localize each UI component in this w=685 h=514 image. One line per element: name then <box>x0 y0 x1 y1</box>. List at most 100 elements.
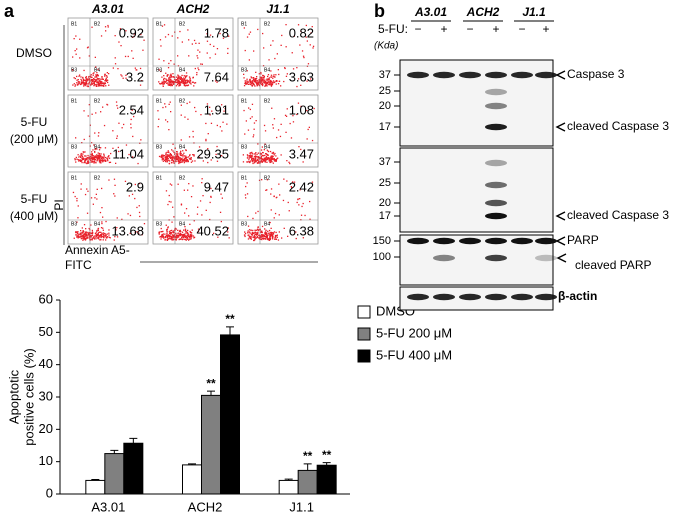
event-dot <box>250 229 252 231</box>
event-dot <box>186 158 188 161</box>
event-dot <box>197 230 200 233</box>
plot-frame <box>67 17 149 91</box>
event-dot <box>187 233 189 236</box>
event-dot <box>270 155 272 157</box>
event-dot <box>94 80 96 83</box>
event-dot <box>254 158 256 160</box>
event-dot <box>191 229 193 231</box>
label-arrow <box>555 211 566 221</box>
event-dot <box>191 81 193 83</box>
bar <box>104 453 125 495</box>
event-dot <box>267 239 269 241</box>
event-dot <box>175 157 178 159</box>
event-dot <box>270 70 272 72</box>
event-dot <box>101 222 103 225</box>
event-dot <box>95 193 97 195</box>
event-dot <box>93 157 95 159</box>
event-dot <box>264 143 266 145</box>
quadrant-label: B2 <box>264 98 270 104</box>
event-dot <box>242 161 245 163</box>
event-dot <box>249 78 251 80</box>
event-dot <box>285 24 287 26</box>
event-dot <box>105 77 107 79</box>
event-dot <box>271 155 273 157</box>
event-dot <box>185 155 187 157</box>
event-dot <box>185 149 187 151</box>
event-dot <box>251 82 253 84</box>
event-dot <box>118 150 120 153</box>
event-dot <box>193 236 196 238</box>
event-dot <box>180 153 182 155</box>
event-dot <box>261 238 263 241</box>
event-dot <box>74 195 76 198</box>
event-dot <box>96 148 98 150</box>
event-dot <box>207 133 209 135</box>
event-dot <box>104 147 107 149</box>
event-dot <box>297 102 300 104</box>
event-dot <box>79 74 81 76</box>
event-dot <box>243 73 245 75</box>
event-dot <box>98 234 100 237</box>
event-dot <box>244 49 246 52</box>
event-dot <box>186 75 188 77</box>
event-dot <box>264 81 266 83</box>
event-dot <box>258 229 260 231</box>
event-dot <box>255 81 257 83</box>
event-dot <box>141 234 143 236</box>
quadrant-label: B4 <box>264 221 270 227</box>
event-dot <box>251 231 253 234</box>
event-dot <box>84 84 86 87</box>
event-dot <box>93 162 95 164</box>
event-dot <box>258 179 261 181</box>
event-dot <box>97 135 100 137</box>
event-dot <box>256 228 259 231</box>
event-dot <box>183 162 185 164</box>
event-dot <box>193 39 196 42</box>
event-dot <box>270 80 272 82</box>
event-dot <box>91 78 94 81</box>
event-dot <box>77 79 79 81</box>
event-dot <box>169 232 172 234</box>
event-dot <box>255 159 257 161</box>
event-dot <box>260 160 263 162</box>
event-dot <box>296 67 298 69</box>
event-dot <box>178 80 180 82</box>
event-dot <box>265 159 268 161</box>
event-dot <box>88 233 91 235</box>
event-dot <box>83 83 85 86</box>
event-dot <box>94 84 96 86</box>
event-dot <box>107 26 109 28</box>
event-dot <box>173 230 175 232</box>
event-dot <box>171 184 173 186</box>
event-dot <box>85 76 87 78</box>
event-dot <box>101 233 103 236</box>
event-dot <box>268 239 270 241</box>
event-dot <box>162 160 164 162</box>
event-dot <box>260 79 263 81</box>
event-dot <box>85 155 87 157</box>
error-bar <box>129 437 138 444</box>
event-dot <box>209 201 211 204</box>
quadrant-label: B4 <box>94 221 100 227</box>
event-dot <box>82 82 84 84</box>
event-dot <box>269 233 272 235</box>
event-dot <box>179 230 181 232</box>
band <box>485 71 507 79</box>
event-dot <box>277 239 280 241</box>
event-dot <box>178 85 180 87</box>
event-dot <box>90 74 92 76</box>
event-dot <box>205 209 207 211</box>
bar <box>316 464 337 495</box>
event-dot <box>253 162 256 164</box>
quadrant-label: B3 <box>156 144 162 150</box>
quadrant-label: B1 <box>241 175 247 181</box>
event-dot <box>169 76 171 78</box>
event-dot <box>101 157 103 159</box>
event-dot <box>173 78 176 80</box>
event-dot <box>300 214 303 216</box>
event-dot <box>80 183 82 185</box>
event-dot <box>274 237 276 239</box>
event-dot <box>95 79 97 82</box>
event-dot <box>217 236 219 238</box>
bar <box>297 469 318 495</box>
